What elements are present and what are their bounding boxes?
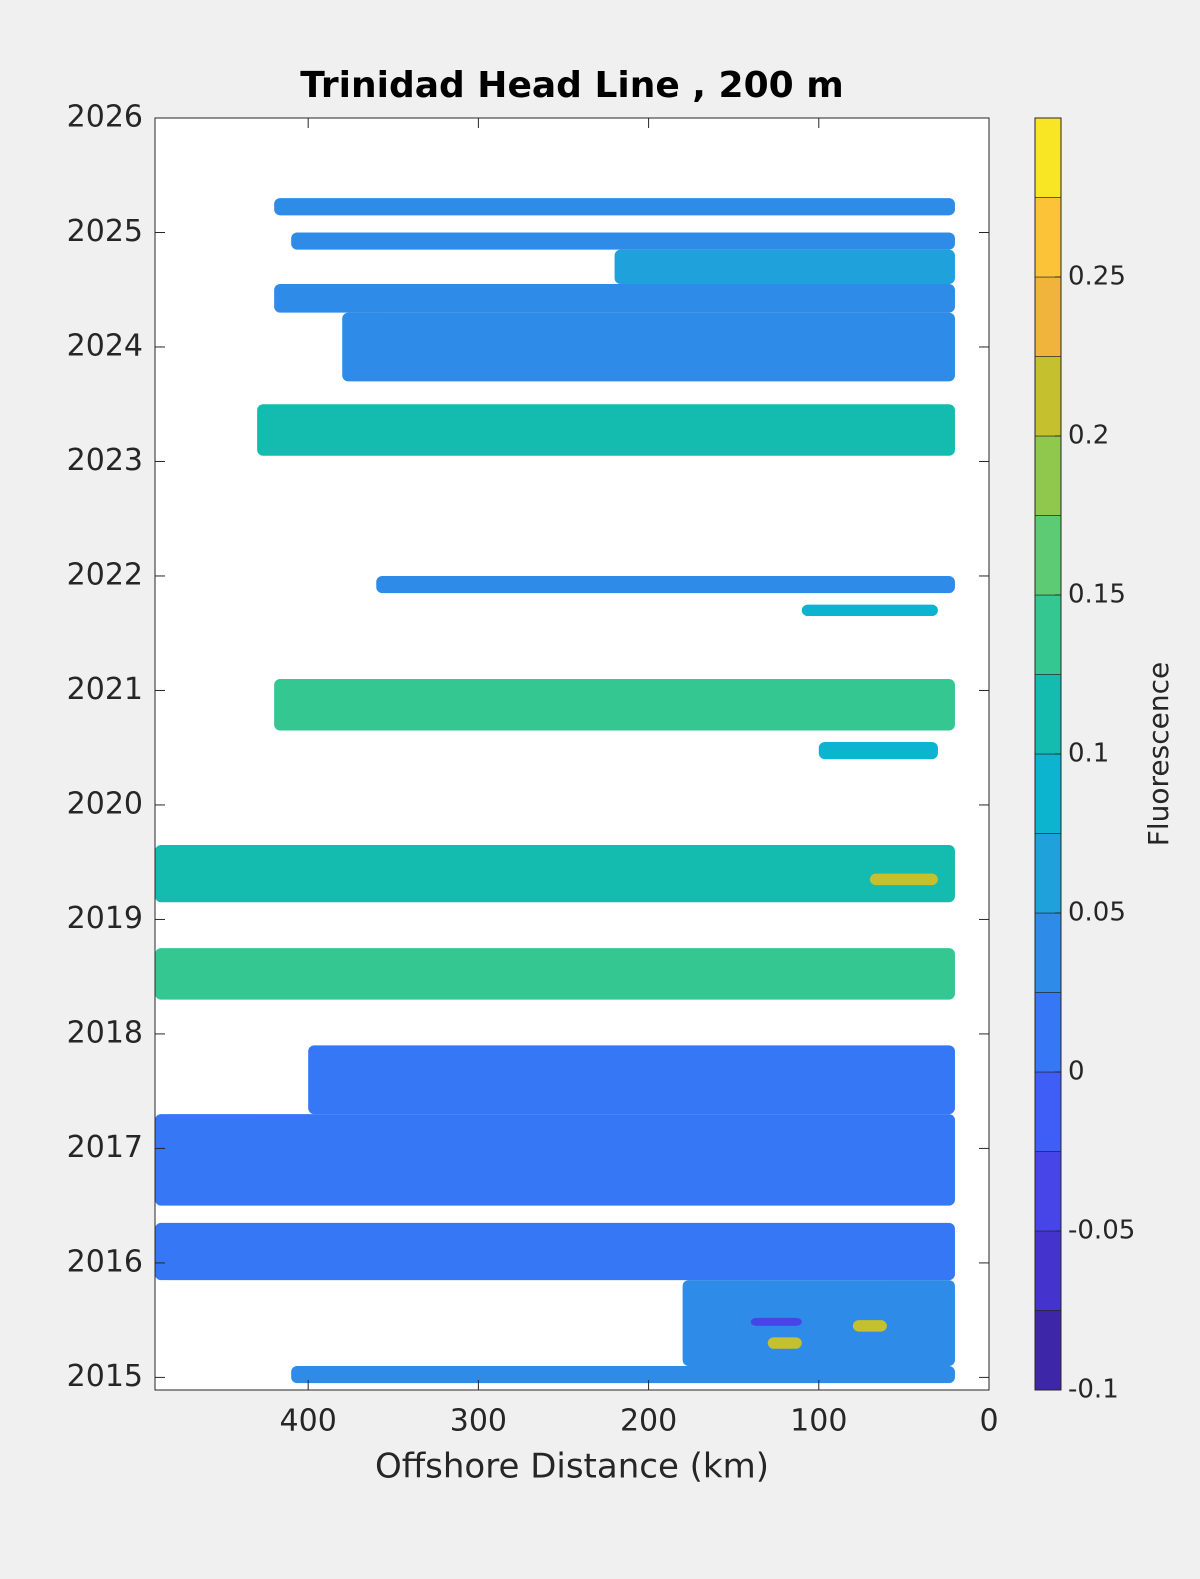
contour-patch <box>257 404 955 456</box>
x-tick-label: 0 <box>979 1404 998 1439</box>
y-tick-label: 2020 <box>67 786 143 821</box>
colorbar-swatch <box>1034 1071 1062 1152</box>
colorbar-tick-label: -0.1 <box>1068 1375 1119 1405</box>
contour-patch <box>155 845 955 903</box>
contour-patch <box>767 1337 802 1349</box>
x-tick-label: 200 <box>620 1404 677 1439</box>
y-tick-label: 2022 <box>67 557 143 592</box>
contour-patch <box>682 1280 955 1366</box>
colorbar-swatch <box>1034 594 1062 675</box>
colorbar-swatch <box>1034 515 1062 596</box>
contour-patch <box>291 232 955 250</box>
colorbar-tick-label: -0.05 <box>1068 1216 1135 1246</box>
x-tick-label: 300 <box>450 1404 507 1439</box>
y-tick-label: 2018 <box>67 1015 143 1050</box>
colorbar-swatch <box>1034 833 1062 914</box>
y-tick-label: 2024 <box>67 328 143 363</box>
contour-patch <box>376 575 955 594</box>
colorbar-swatch <box>1034 1151 1062 1232</box>
colorbar-swatch <box>1034 356 1062 437</box>
y-tick-label: 2026 <box>67 100 143 135</box>
contour-patch <box>274 198 955 216</box>
axes-box <box>154 117 990 1391</box>
contour-patch <box>342 312 955 382</box>
colorbar-swatch <box>1034 674 1062 755</box>
colorbar-swatch <box>1034 117 1062 198</box>
contour-patch <box>274 679 955 731</box>
colorbar-tick-label: 0.2 <box>1068 421 1109 451</box>
colorbar-swatch <box>1034 197 1062 278</box>
contour-patch <box>155 948 955 1000</box>
x-tick-label: 400 <box>280 1404 337 1439</box>
contour-patch <box>308 1045 955 1115</box>
contour-patch <box>274 284 955 313</box>
colorbar-tick-label: 0 <box>1068 1057 1085 1087</box>
contour-patch <box>852 1320 887 1332</box>
colorbar-swatch <box>1034 1310 1062 1391</box>
y-tick-label: 2019 <box>67 901 143 936</box>
contour-patch <box>818 741 938 760</box>
contour-patch <box>155 1114 955 1206</box>
colorbar-tick-label: 0.1 <box>1068 739 1109 769</box>
colorbar-tick-label: 0.15 <box>1068 580 1126 610</box>
colorbar-swatch <box>1034 992 1062 1073</box>
contour-patch <box>869 873 938 886</box>
y-tick-label: 2023 <box>67 443 143 478</box>
colorbar-swatch <box>1034 1230 1062 1311</box>
contour-patch <box>614 249 955 285</box>
chart-title: Trinidad Head Line , 200 m <box>300 65 843 106</box>
x-tick-label: 100 <box>790 1404 847 1439</box>
y-tick-label: 2025 <box>67 214 143 249</box>
colorbar-swatch <box>1034 912 1062 993</box>
colorbar-tick-label: 0.25 <box>1068 262 1126 292</box>
contour-patch <box>801 604 938 617</box>
y-tick-label: 2016 <box>67 1244 143 1279</box>
colorbar-swatch <box>1034 276 1062 357</box>
colorbar-swatch <box>1034 435 1062 516</box>
x-axis-label: Offshore Distance (km) <box>375 1447 769 1487</box>
contour-patch <box>155 1222 955 1281</box>
contour-patch <box>750 1317 802 1326</box>
colorbar-label: Fluorescence <box>1142 662 1175 846</box>
y-tick-label: 2015 <box>67 1359 143 1394</box>
y-tick-label: 2017 <box>67 1130 143 1165</box>
colorbar-swatch <box>1034 753 1062 834</box>
contour-patch <box>291 1365 955 1384</box>
colorbar-tick-label: 0.05 <box>1068 898 1126 928</box>
y-tick-label: 2021 <box>67 672 143 707</box>
